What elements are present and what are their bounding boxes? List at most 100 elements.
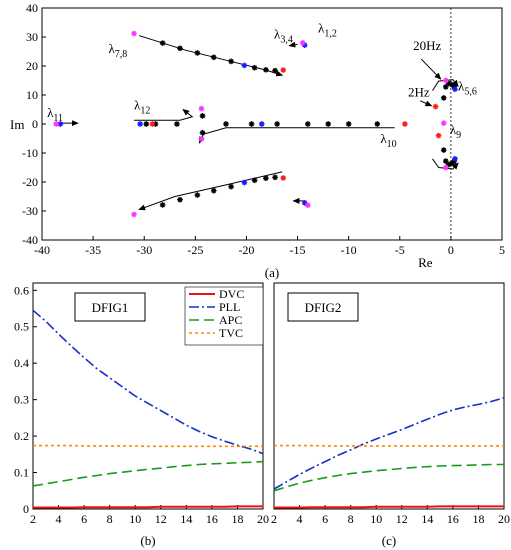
eigenvalue-point xyxy=(210,187,217,194)
annotation-label: 2Hz xyxy=(408,84,430,99)
eigenvalue-point xyxy=(241,179,248,186)
x-tick-label: 0 xyxy=(448,243,454,257)
trajectory-arrow xyxy=(138,35,284,77)
eigenvalue-point xyxy=(374,121,381,127)
annotation-subscript: 7,8 xyxy=(115,49,128,60)
x-tick-label: -15 xyxy=(290,243,306,257)
eigenvalue-point xyxy=(131,211,137,218)
trajectory-arrow xyxy=(134,108,194,121)
x-tick-label: -20 xyxy=(238,243,254,257)
eigenvalue-point xyxy=(199,113,206,119)
y-tick-label: -40 xyxy=(22,233,38,247)
y-tick-label: 40 xyxy=(26,1,38,15)
plot-frame xyxy=(32,282,264,510)
legend-label-pll: PLL xyxy=(219,300,240,314)
eigenvalue-point xyxy=(198,105,205,112)
eigenvalue-point xyxy=(432,103,439,110)
x-tick-label: 14 xyxy=(421,512,433,526)
x-tick-label: 4 xyxy=(297,512,303,526)
eigenvalue-point xyxy=(194,50,201,56)
eigenvalue-point xyxy=(440,120,447,126)
annotation-subscript: 3,4 xyxy=(280,34,293,45)
legend-label-apc: APC xyxy=(219,313,242,327)
x-tick-label: 18 xyxy=(472,512,484,526)
y-tick-label: 30 xyxy=(26,30,38,44)
annotation-base: λ xyxy=(47,105,54,120)
x-tick-label: -25 xyxy=(187,243,203,257)
series-line-pll xyxy=(32,309,264,455)
annotation-base: 2Hz xyxy=(408,84,430,99)
eigenvalue-point xyxy=(442,84,449,90)
annotation-label: λ1,2 xyxy=(318,21,337,40)
eigenvalue-point xyxy=(263,175,269,182)
y-tick-label: 10 xyxy=(26,88,38,102)
eigenvalue-point xyxy=(402,121,408,127)
eigenvalue-point xyxy=(251,64,258,71)
eigenvalue-point xyxy=(143,121,150,127)
y-tick-label: 0.3 xyxy=(14,393,29,407)
annotation-base: λ xyxy=(458,79,465,94)
eigenvalue-point xyxy=(301,200,308,206)
x-tick-label: 20 xyxy=(498,512,510,526)
x-tick-label: -35 xyxy=(85,243,101,257)
x-tick-label: -30 xyxy=(136,243,152,257)
eigenvalue-point xyxy=(199,129,206,136)
annotation-subscript: 5,6 xyxy=(464,87,477,98)
annotation-base: λ xyxy=(274,26,281,41)
x-tick-label: 12 xyxy=(396,512,408,526)
eigenvalue-point xyxy=(251,177,258,184)
series-line-tvc xyxy=(33,444,263,448)
series-line-pll xyxy=(273,397,505,490)
trajectory-arrow xyxy=(288,41,298,48)
panel-title: DFIG2 xyxy=(305,300,342,315)
x-tick-label: 4 xyxy=(56,512,62,526)
annotation-base: 20Hz xyxy=(413,38,441,53)
y-tick-label: 0.5 xyxy=(14,320,29,334)
eigenvalue-point xyxy=(440,147,447,153)
eigenvalue-point xyxy=(272,174,278,181)
eigenvalue-point xyxy=(248,121,255,127)
annotation-label: λ12 xyxy=(134,98,150,117)
x-tick-label: 2 xyxy=(30,512,36,526)
annotation-label: λ11 xyxy=(47,105,63,124)
series-line-dvc xyxy=(274,505,504,509)
y-tick-label: 0 xyxy=(32,117,38,131)
legend-box xyxy=(184,286,264,346)
annotation-base: λ xyxy=(380,131,387,146)
annotation-subscript: 1,2 xyxy=(324,29,337,40)
annotation-subscript: 9 xyxy=(456,130,461,141)
eigenvalue-point xyxy=(241,62,248,69)
x-tick-label: 8 xyxy=(107,512,113,526)
y-tick-label: -20 xyxy=(22,175,38,189)
panel-title-box xyxy=(74,292,146,322)
eigenvalue-point xyxy=(304,121,311,127)
eigenvalue-point xyxy=(198,136,205,142)
x-tick-label: 20 xyxy=(257,512,269,526)
annotation-base: λ xyxy=(450,122,457,137)
trajectory-arrow xyxy=(420,58,442,80)
eigenvalue-point xyxy=(345,121,352,127)
y-tick-label: -10 xyxy=(22,146,38,160)
trajectory-arrow xyxy=(198,127,395,144)
eigenvalue-point xyxy=(280,67,287,73)
x-tick-label: 16 xyxy=(447,512,459,526)
annotation-label: λ9 xyxy=(450,122,461,141)
eigenvalue-point xyxy=(159,40,166,46)
eigenvalue-point xyxy=(177,45,183,52)
annotation-subscript: 10 xyxy=(387,139,397,150)
panel-caption: (c) xyxy=(382,533,396,548)
eigenvalue-point xyxy=(159,202,166,208)
eigenvalue-point xyxy=(452,156,458,162)
eigenvalue-point xyxy=(304,202,311,208)
eigenvalue-point xyxy=(263,66,269,73)
x-tick-label: 14 xyxy=(180,512,192,526)
annotation-base: λ xyxy=(108,41,115,56)
eigenvalue-point xyxy=(442,158,449,164)
eigenvalue-point xyxy=(210,54,217,61)
series-line-dvc xyxy=(33,505,263,509)
eigenvalue-point xyxy=(272,67,278,74)
x-tick-label: 16 xyxy=(206,512,218,526)
annotation-label: 20Hz xyxy=(413,38,441,53)
x-tick-label: 2 xyxy=(271,512,277,526)
eigenvalue-point xyxy=(258,121,265,127)
